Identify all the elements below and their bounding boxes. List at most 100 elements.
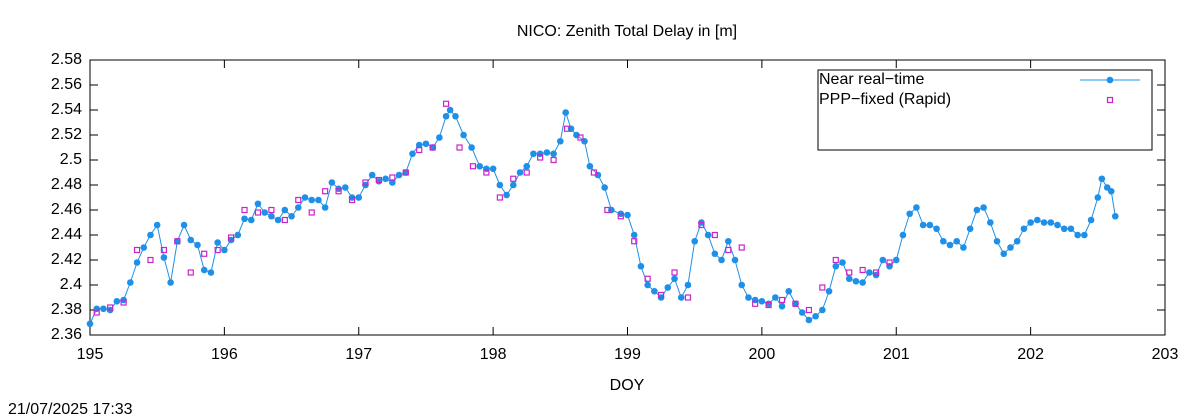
point: [550, 156, 557, 164]
point: [241, 215, 248, 223]
point: [402, 169, 409, 176]
point: [496, 181, 504, 189]
legend-marker: [1106, 76, 1114, 84]
point: [752, 300, 759, 307]
point: [503, 191, 510, 199]
point: [322, 188, 329, 195]
y-tick-label: 2.48: [51, 176, 82, 193]
point: [725, 246, 732, 254]
point: [295, 196, 302, 204]
x-tick-label: 202: [1017, 346, 1044, 363]
y-tick-label: 2.46: [51, 201, 82, 218]
point: [261, 209, 268, 216]
point: [510, 175, 517, 182]
point: [416, 146, 423, 154]
point: [268, 212, 275, 220]
point: [415, 141, 423, 149]
point: [147, 231, 154, 239]
point: [866, 269, 873, 276]
point: [496, 194, 503, 201]
point: [93, 309, 100, 316]
point: [698, 221, 705, 229]
x-tick-label: 201: [883, 346, 910, 363]
y-tick-label: 2.52: [51, 126, 82, 143]
point: [872, 269, 880, 276]
point: [805, 306, 813, 314]
point: [617, 213, 624, 220]
point: [355, 194, 363, 201]
point: [460, 131, 467, 139]
point: [926, 221, 934, 229]
point: [1094, 194, 1102, 201]
point: [133, 259, 141, 266]
point: [207, 269, 215, 276]
y-tick-label: 2.38: [51, 301, 82, 318]
point: [812, 312, 819, 320]
point: [550, 150, 557, 158]
point: [436, 134, 443, 141]
point: [442, 112, 450, 120]
point: [879, 256, 887, 264]
point: [100, 305, 107, 313]
point: [294, 204, 302, 211]
point: [200, 266, 208, 274]
point: [1013, 237, 1021, 245]
point: [308, 209, 315, 216]
point: [308, 196, 316, 204]
point: [711, 250, 719, 258]
y-tick-label: 2.4: [60, 276, 82, 293]
point: [335, 188, 342, 195]
point: [180, 221, 188, 229]
point: [281, 216, 288, 224]
point: [630, 231, 638, 239]
point: [1060, 225, 1068, 233]
y-tick-label: 2.58: [51, 51, 82, 68]
point: [1047, 219, 1055, 226]
point: [476, 162, 483, 170]
point: [1034, 216, 1041, 224]
point: [691, 237, 698, 245]
point: [167, 279, 174, 286]
point: [557, 137, 564, 145]
point: [657, 291, 665, 299]
point: [214, 239, 221, 246]
point: [489, 165, 497, 173]
point: [389, 179, 396, 186]
point: [772, 294, 779, 301]
point: [113, 297, 121, 305]
point: [315, 196, 322, 204]
point: [1020, 225, 1028, 233]
point: [452, 112, 459, 120]
y-tick-label: 2.44: [51, 226, 82, 243]
x-tick-label: 203: [1152, 346, 1179, 363]
point: [516, 169, 524, 176]
point: [819, 284, 826, 291]
point: [268, 206, 275, 214]
point: [1007, 244, 1014, 251]
point: [886, 259, 893, 266]
point: [637, 262, 645, 270]
point: [792, 300, 799, 308]
y-tick-label: 2.5: [60, 151, 82, 168]
point: [247, 216, 255, 224]
x-axis-label: DOY: [610, 377, 645, 394]
point: [120, 299, 127, 306]
point: [348, 196, 356, 204]
point: [446, 106, 454, 114]
x-tick-label: 196: [211, 346, 238, 363]
point: [442, 100, 450, 107]
point: [221, 246, 228, 254]
point: [456, 144, 463, 151]
point: [140, 244, 148, 251]
point: [577, 134, 584, 141]
point: [819, 306, 826, 314]
point: [604, 206, 611, 214]
point: [537, 154, 544, 161]
point: [644, 281, 651, 289]
point: [382, 175, 389, 183]
point: [395, 171, 403, 179]
point: [127, 279, 134, 286]
point: [953, 237, 961, 245]
point: [966, 225, 974, 233]
